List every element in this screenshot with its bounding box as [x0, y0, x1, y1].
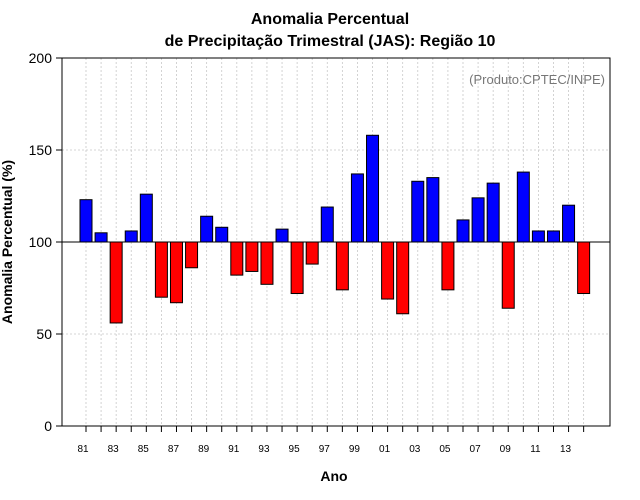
bar-10 [516, 171, 530, 243]
x-tick-label: 81 [77, 444, 89, 455]
x-axis-label: Ano [320, 468, 347, 484]
x-tick-label: 03 [409, 444, 421, 455]
y-tick-label: 150 [29, 142, 53, 158]
bar-98 [335, 241, 349, 291]
x-tick-label: 85 [138, 444, 150, 455]
chart-title-line2: de Precipitação Trimestral (JAS): Região… [165, 33, 496, 50]
bar-97 [320, 206, 334, 243]
bar-88 [185, 241, 199, 269]
bar-81 [79, 199, 93, 243]
x-tick-label: 99 [349, 444, 361, 455]
bar-89 [200, 215, 214, 243]
y-axis: 0 50 100 150 200 [29, 50, 62, 434]
bar-92 [245, 241, 259, 272]
x-tick-label: 01 [379, 444, 391, 455]
x-tick-label: 11 [530, 444, 541, 455]
bar-12 [546, 230, 560, 243]
bar-93 [260, 241, 274, 285]
y-axis-label: Anomalia Percentual (%) [0, 160, 15, 324]
bars [79, 134, 591, 324]
bar-05 [441, 241, 455, 291]
x-tick-label: 07 [470, 444, 482, 455]
bar-00 [366, 134, 380, 243]
source-annotation: (Produto:CPTEC/INPE) [469, 72, 605, 87]
x-tick-label: 91 [228, 444, 240, 455]
x-tick-label: 83 [108, 444, 120, 455]
bar-95 [290, 241, 304, 295]
x-tick-label: 95 [289, 444, 301, 455]
bar-14 [577, 241, 591, 295]
bar-07 [471, 197, 485, 243]
bar-94 [275, 228, 289, 243]
bar-91 [230, 241, 244, 276]
x-tick-label: 93 [258, 444, 270, 455]
bar-02 [396, 241, 410, 315]
bar-11 [531, 230, 545, 243]
bar-83 [109, 241, 123, 324]
bar-90 [215, 226, 229, 243]
x-tick-label: 13 [560, 444, 572, 455]
x-tick-label: 09 [500, 444, 512, 455]
y-tick-label: 0 [44, 418, 52, 434]
bar-87 [169, 241, 183, 304]
bar-09 [501, 241, 515, 309]
bar-03 [411, 180, 425, 243]
x-tick-label: 05 [439, 444, 451, 455]
chart-title-line1: Anomalia Percentual [251, 11, 409, 28]
x-tick-label: 89 [198, 444, 210, 455]
x-tick-label: 97 [319, 444, 331, 455]
bar-08 [486, 182, 500, 243]
x-axis: 81 83 85 87 89 91 93 95 97 99 01 03 05 07 09 11 13 [77, 426, 585, 455]
bar-06 [456, 219, 470, 243]
x-tick-label: 87 [168, 444, 180, 455]
y-tick-label: 50 [36, 326, 52, 342]
bar-96 [305, 241, 319, 265]
bar-13 [562, 204, 576, 243]
bar-99 [350, 173, 364, 243]
bar-84 [124, 230, 138, 243]
bar-04 [426, 177, 440, 243]
bar-86 [154, 241, 168, 298]
bar-01 [381, 241, 395, 300]
bar-82 [94, 232, 108, 243]
bar-85 [139, 193, 153, 243]
y-tick-label: 100 [29, 234, 53, 250]
y-tick-label: 200 [29, 50, 53, 66]
